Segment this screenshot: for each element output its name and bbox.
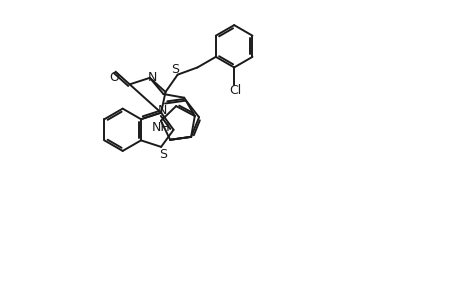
Text: NH: NH	[151, 121, 170, 134]
Text: O: O	[109, 71, 119, 84]
Text: S: S	[158, 148, 166, 161]
Text: S: S	[171, 64, 179, 76]
Text: Cl: Cl	[229, 85, 241, 98]
Text: N: N	[157, 104, 167, 117]
Text: N: N	[147, 71, 157, 84]
